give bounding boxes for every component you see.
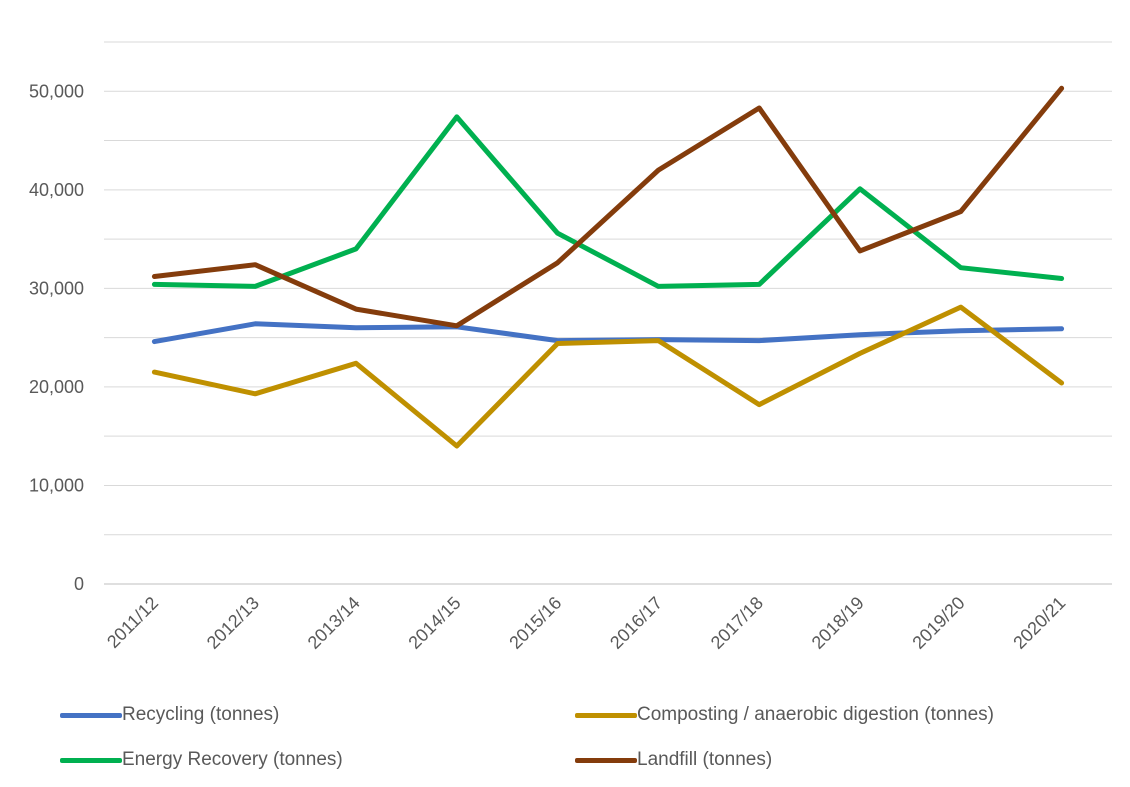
- legend-item-composting[interactable]: Composting / anaerobic digestion (tonnes…: [575, 700, 994, 730]
- series-line-energy-recovery[interactable]: [151, 114, 1065, 289]
- series-lines: [151, 85, 1065, 449]
- y-tick-label: 10,000: [29, 475, 84, 495]
- legend-swatch-landfill: [575, 757, 637, 763]
- y-tick-label: 50,000: [29, 81, 84, 101]
- x-axis-ticks: 2011/12 2012/13 2013/14 2014/15 2015/16 2016/…: [103, 593, 1069, 653]
- legend-label-composting: Composting / anaerobic digestion (tonnes…: [637, 704, 994, 725]
- legend-item-recycling[interactable]: Recycling (tonnes): [60, 700, 279, 730]
- legend: Recycling (tonnes) Composting / anaerobi…: [60, 700, 1120, 780]
- legend-item-landfill[interactable]: Landfill (tonnes): [575, 745, 772, 775]
- series-line-composting-anaerobic-digestion[interactable]: [151, 304, 1065, 449]
- y-tick-label: 20,000: [29, 377, 84, 397]
- x-tick-label: 2019/20: [908, 593, 968, 653]
- legend-label-landfill: Landfill (tonnes): [637, 749, 773, 770]
- y-tick-label: 0: [74, 574, 84, 594]
- x-tick-label: 2012/13: [203, 593, 263, 653]
- series-line-landfill[interactable]: [151, 85, 1065, 329]
- legend-item-energy-recovery[interactable]: Energy Recovery (tonnes): [60, 745, 343, 775]
- y-tick-label: 40,000: [29, 180, 84, 200]
- legend-swatch-recycling: [60, 712, 122, 718]
- x-tick-label: 2016/17: [606, 593, 666, 653]
- x-tick-label: 2014/15: [404, 593, 464, 653]
- x-tick-label: 2013/14: [304, 593, 364, 653]
- y-axis-ticks: 0 10,000 20,000 30,000 40,000 50,000: [29, 81, 84, 594]
- gridlines: [104, 41, 1112, 585]
- y-tick-label: 30,000: [29, 278, 84, 298]
- legend-swatch-energy-recovery: [60, 757, 122, 763]
- series-line-recycling[interactable]: [151, 321, 1065, 345]
- legend-label-recycling: Recycling (tonnes): [122, 704, 280, 725]
- x-tick-label: 2011/12: [103, 593, 162, 652]
- legend-label-energy-recovery: Energy Recovery (tonnes): [122, 749, 343, 770]
- x-tick-label: 2020/21: [1009, 593, 1069, 653]
- x-tick-label: 2018/19: [808, 593, 868, 653]
- x-tick-label: 2017/18: [707, 593, 767, 653]
- legend-swatch-composting: [575, 712, 637, 718]
- x-tick-label: 2015/16: [505, 593, 565, 653]
